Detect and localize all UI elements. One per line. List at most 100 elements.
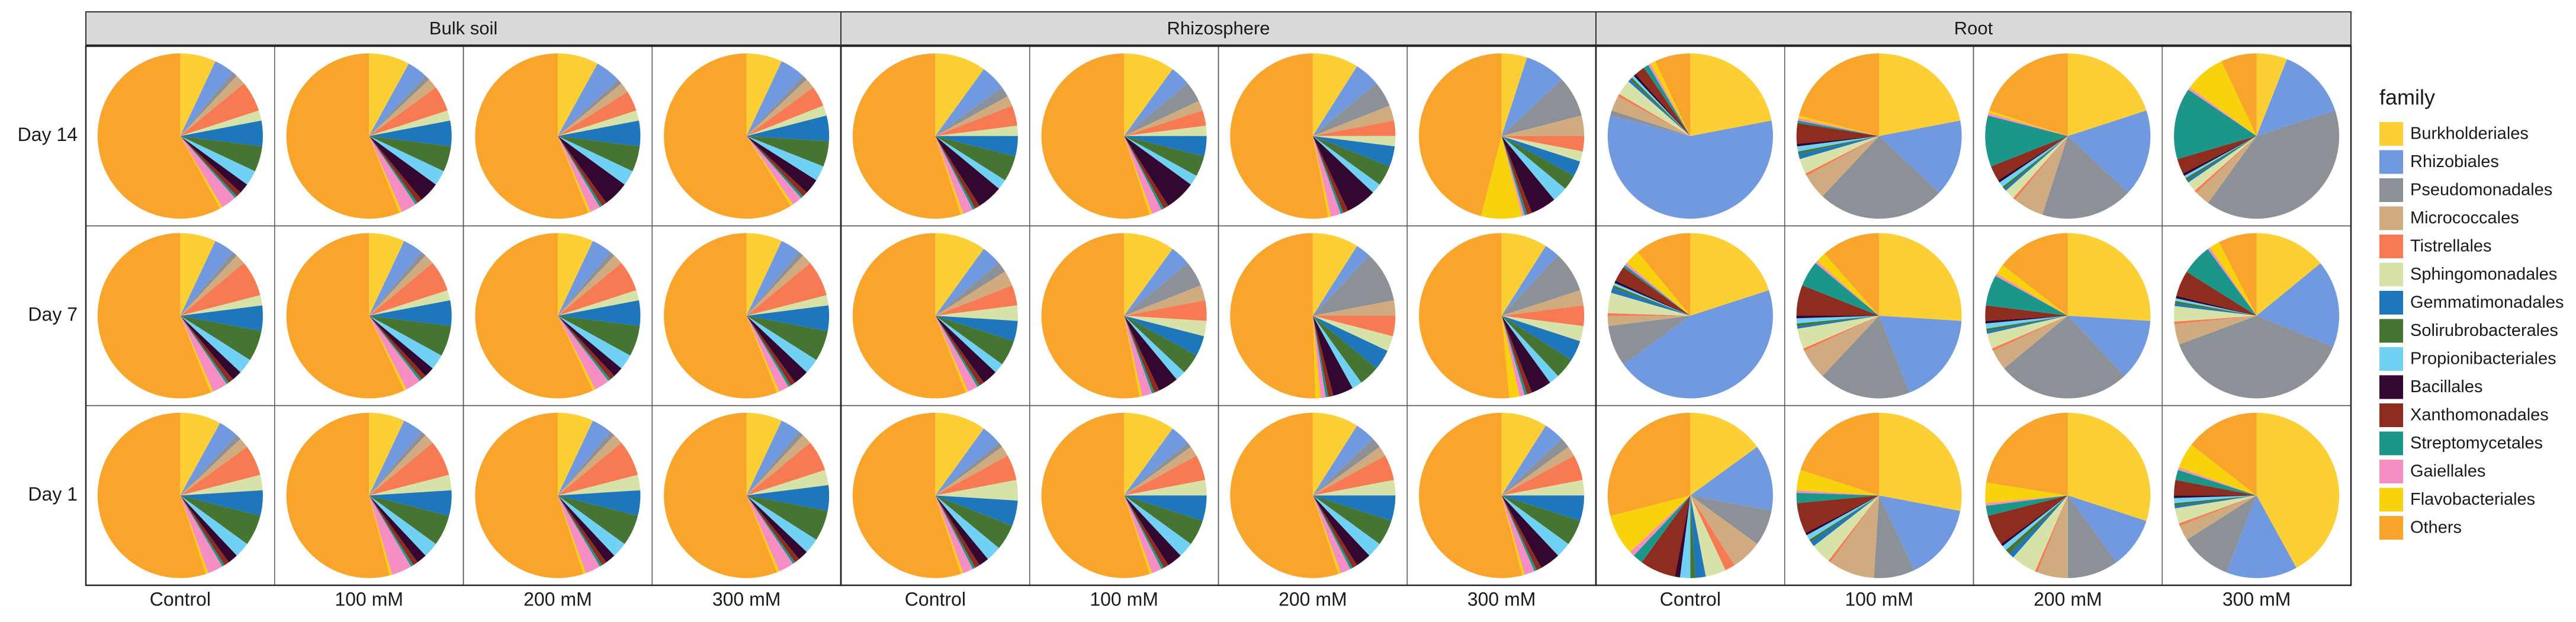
pie-slice (1124, 495, 1168, 568)
pie-slice (935, 285, 1017, 316)
pie-slice (557, 136, 602, 207)
pie-slice (1985, 482, 2068, 504)
pie-slice (1830, 495, 1880, 578)
pie-slice (1312, 316, 1334, 397)
pie-slice (557, 136, 591, 213)
pie-slice (2183, 136, 2257, 176)
pie-slice (1312, 53, 1357, 136)
pie-slice (1607, 313, 1691, 316)
pie-slice (2179, 495, 2257, 540)
pie-slice (1989, 53, 2068, 136)
legend-label: Sphingomonadales (2410, 265, 2557, 284)
pie-slice (1611, 287, 1691, 316)
pie-slice (180, 136, 241, 197)
pie-slice (746, 431, 804, 496)
pie-slice (664, 233, 777, 399)
pie-slice (1988, 110, 2068, 136)
pie-slice (935, 443, 1003, 496)
pie-slice (852, 53, 961, 219)
pie-slice (1803, 316, 1880, 351)
pie-slice (1312, 66, 1377, 136)
pie-slice (2174, 306, 2257, 322)
pie-slice (2196, 136, 2257, 203)
pie-slice (557, 91, 637, 136)
legend-swatch (2379, 347, 2403, 371)
pie-slice (935, 316, 1018, 342)
pie-slice (935, 105, 1017, 136)
legend-swatch (2379, 319, 2403, 343)
pie-slice (180, 136, 237, 198)
pie-slice (557, 252, 615, 316)
pie-slice (935, 456, 1017, 496)
pie-slice (1879, 495, 1961, 570)
pie-slice (369, 495, 412, 575)
pie-slice (1985, 316, 2068, 329)
pie-slice (1800, 136, 1880, 174)
pie-slice (1986, 495, 2068, 517)
pie-slice (746, 495, 794, 572)
legend-swatch (2379, 235, 2403, 258)
pie-slice (1124, 495, 1191, 556)
pie-slice (1690, 495, 1735, 570)
x-tick-label: 200 mM (1279, 588, 1347, 610)
pie-slice (1124, 136, 1152, 215)
x-tick-label: Control (1660, 588, 1721, 610)
pie-slice (557, 495, 586, 575)
pie-slice (369, 443, 449, 496)
pie-slice (2002, 495, 2068, 550)
pie-slice (1124, 316, 1177, 391)
pie-slice (1230, 53, 1329, 219)
legend-label: Micrococcales (2410, 209, 2519, 227)
pie-slice (2186, 136, 2257, 183)
pie-slice (1986, 316, 2068, 332)
pie-slice (2186, 495, 2257, 573)
pie-slice (1312, 136, 1390, 185)
pie-slice (1501, 136, 1574, 189)
pie-slice (1798, 115, 1880, 136)
pie-slice (1312, 316, 1393, 351)
pie-slice (746, 255, 811, 316)
pie-slice (369, 495, 449, 544)
pie-slice (1999, 136, 2068, 187)
pie-slice (2185, 136, 2257, 181)
pie-slice (746, 495, 817, 552)
pie-slice (286, 53, 400, 219)
pie-slice (369, 495, 418, 566)
pie-slice (935, 428, 999, 496)
pie-slice (1312, 136, 1396, 147)
pie-slice (180, 136, 235, 207)
pie-slice (1501, 316, 1550, 393)
pie-slice (746, 75, 807, 136)
legend-label: Tistrellales (2410, 237, 2492, 256)
pie-slice (2174, 316, 2257, 345)
legend-swatch (2379, 516, 2403, 540)
facet-strip (840, 11, 1597, 46)
pie-slice (1805, 136, 1880, 176)
pie-slice (1797, 316, 1880, 326)
pie-slice (180, 316, 227, 392)
x-tick-label: 300 mM (712, 588, 781, 610)
pie-slice (1991, 136, 2068, 181)
pie-slice (935, 96, 1013, 136)
pie-slice (1642, 495, 1691, 577)
pie-slice (746, 136, 801, 205)
pie-slice (180, 423, 237, 496)
pie-slice (369, 495, 393, 576)
pie-slice (1501, 447, 1574, 496)
pie-slice (557, 435, 622, 496)
pie-slice (1985, 316, 2068, 324)
pie-slice (1985, 495, 2068, 506)
pie-slice (1800, 412, 1880, 496)
pie-slice (180, 305, 263, 332)
pie-slice (1312, 136, 1348, 213)
pie-slice (369, 75, 429, 136)
pie-slice (1501, 425, 1562, 496)
pie-slice (557, 495, 602, 567)
pie-slice (369, 255, 433, 316)
pie-slice (1985, 305, 2068, 321)
pie-slice (557, 495, 615, 563)
pie-slice (1501, 79, 1582, 136)
pie-slice (1806, 136, 1880, 197)
pie-slice (1124, 495, 1164, 569)
